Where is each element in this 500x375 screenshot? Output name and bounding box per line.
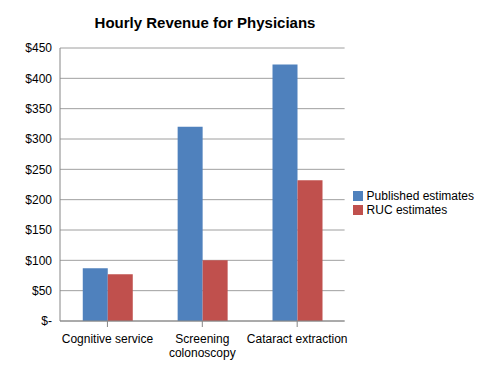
svg-text:$100: $100 [25,254,52,268]
svg-text:$300: $300 [25,132,52,146]
svg-text:$450: $450 [25,41,52,55]
svg-text:$-: $- [41,314,52,328]
html-text:Published estimates: Published estimates [366,188,474,203]
html-text:Hourly Revenue for Physicians: Hourly Revenue for Physicians [94,14,316,31]
html-text:RUC estimates: RUC estimates [366,202,448,217]
svg-text:$150: $150 [25,223,52,237]
svg-text:$350: $350 [25,102,52,116]
svg-text:$400: $400 [25,72,52,86]
svg-text:Cognitive service: Cognitive service [62,332,154,346]
svg-text:$200: $200 [25,193,52,207]
svg-text:$50: $50 [32,284,52,298]
svg-text:Cataract extraction: Cataract extraction [247,332,348,346]
svg-text:Screeningcolonoscopy: Screeningcolonoscopy [169,332,236,360]
svg-text:$250: $250 [25,163,52,177]
